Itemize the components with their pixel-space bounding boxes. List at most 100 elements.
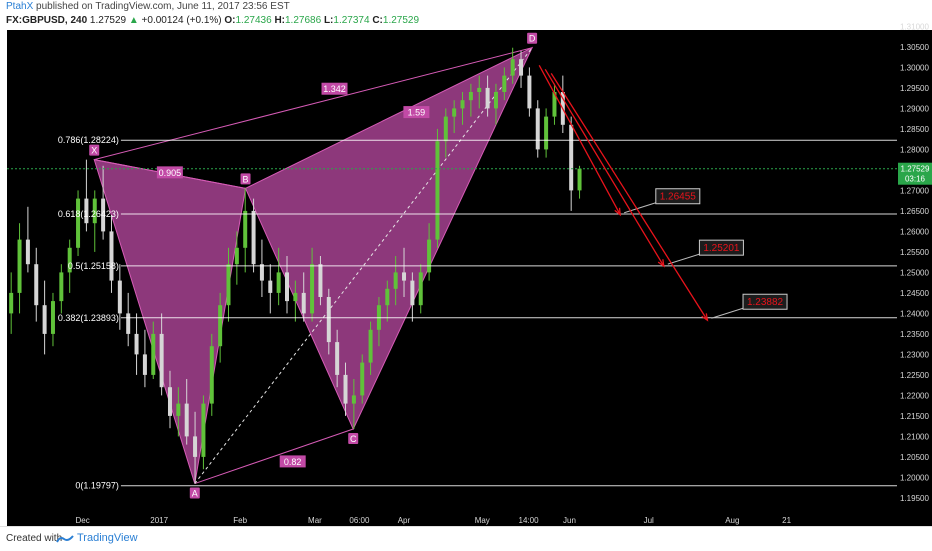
target-arrow-2	[550, 73, 708, 321]
point-label-D: D	[529, 34, 536, 44]
price-tick-label: 1.23000	[900, 350, 929, 359]
point-badge-B	[240, 173, 251, 185]
ratio-badge-3	[279, 455, 306, 468]
candle-body	[126, 313, 131, 334]
price-tick-label: 1.20500	[900, 453, 929, 462]
candle-body	[234, 247, 239, 265]
target-arrowhead-2	[701, 313, 709, 322]
target-callout-line-1	[667, 253, 700, 265]
candle-body	[552, 92, 557, 117]
high-label: H:	[274, 15, 285, 26]
price-tick-label: 1.21000	[900, 432, 929, 441]
bcd-triangle	[244, 46, 534, 431]
price-tick-label: 1.29000	[900, 104, 929, 113]
time-tick-label: May	[475, 516, 490, 525]
low-label: L:	[323, 15, 334, 26]
candle-body	[385, 288, 390, 306]
target-label-1: 1.25201	[703, 243, 740, 254]
candle-body	[452, 108, 457, 117]
target-arrow-0	[538, 65, 621, 216]
price-axis[interactable]	[897, 30, 932, 526]
candle-body	[226, 264, 231, 306]
candle-body	[151, 333, 156, 375]
tradingview-link[interactable]: TradingView	[77, 532, 138, 544]
price-tick-label: 1.31000	[900, 22, 929, 31]
candle-body	[460, 100, 465, 109]
candle-body	[218, 305, 223, 347]
fib-label-1: 0.618(1.26423)	[58, 209, 119, 219]
price-tick-label: 1.22500	[900, 371, 929, 380]
candle-body	[435, 141, 440, 240]
candle-body	[17, 239, 22, 293]
current-price-tag	[898, 162, 932, 185]
candle-body	[251, 210, 256, 265]
target-label-0: 1.26455	[660, 192, 697, 203]
ratio-label-2: 1.59	[408, 108, 426, 118]
candle-body	[117, 280, 122, 314]
point-badge-A	[189, 487, 200, 499]
symbol-label[interactable]: FX:GBPUSD, 240	[6, 15, 88, 26]
candle-body	[368, 329, 373, 363]
price-tick-label: 1.22000	[900, 391, 929, 400]
price-tick-label: 1.29500	[900, 84, 929, 93]
ratio-label-0: 0.905	[159, 168, 182, 178]
target-arrow-1	[544, 69, 665, 267]
price-tick-label: 1.28500	[900, 125, 929, 134]
ad-dashed-line	[194, 47, 533, 484]
price-tick-label: 1.24000	[900, 309, 929, 318]
candle-body	[268, 280, 273, 293]
candle-body	[410, 280, 415, 306]
target-label-2: 1.23882	[747, 297, 784, 308]
candle-body	[502, 75, 507, 92]
price-tick-label: 1.26500	[900, 207, 929, 216]
time-tick-label: Feb	[233, 516, 247, 525]
candle-body	[176, 403, 181, 416]
point-label-B: B	[243, 174, 249, 184]
candle-body	[360, 362, 365, 396]
candle-body	[193, 436, 198, 457]
candle-body	[25, 239, 30, 265]
footer: Created with TradingView	[0, 526, 932, 551]
price-tick-label: 1.30000	[900, 63, 929, 72]
target-callout-box-2	[742, 293, 788, 310]
time-tick-label: 21	[782, 516, 791, 525]
price-tick-label: 1.19500	[900, 494, 929, 503]
candle-body	[393, 272, 398, 289]
candle-body	[427, 239, 432, 273]
ratio-label-1: 1.342	[323, 84, 346, 94]
price-tick-label: 1.30500	[900, 43, 929, 52]
price-tick-label: 1.21500	[900, 412, 929, 421]
pattern-layer	[93, 46, 534, 485]
fib-label-3: 0.382(1.23893)	[58, 313, 119, 323]
candle-body	[544, 116, 549, 150]
close-value: 1.27529	[382, 15, 420, 26]
candle-body	[134, 333, 139, 355]
candle-body	[493, 92, 498, 109]
close-label: C:	[372, 15, 383, 26]
high-value: 1.27686	[285, 15, 322, 26]
target-callout-box-0	[655, 188, 701, 205]
candle-body	[285, 272, 290, 302]
price-tick-label: 1.27000	[900, 186, 929, 195]
chart-header: PtahX published on TradingView.com, June…	[0, 0, 932, 30]
candle-body	[184, 403, 189, 437]
candle-body	[418, 272, 423, 306]
ac-line	[194, 428, 354, 485]
ratio-label-3: 0.82	[284, 457, 302, 467]
target-callout-line-2	[711, 307, 744, 319]
time-tick-label: Apr	[398, 516, 411, 525]
candle-body	[485, 87, 490, 109]
created-with-text: Created with	[6, 533, 63, 544]
price-tick-label: 1.25000	[900, 268, 929, 277]
candle-body	[42, 305, 47, 334]
author-link[interactable]: PtahX	[6, 1, 34, 12]
point-label-A: A	[192, 489, 198, 499]
point-badge-X	[89, 144, 100, 156]
ratio-badge-2	[403, 106, 430, 119]
price-tick-label: 1.23500	[900, 330, 929, 339]
candle-body	[209, 346, 214, 404]
price-tick-label: 1.24500	[900, 289, 929, 298]
last-price: 1.27529	[89, 15, 127, 26]
current-price-tag-label: 1.27529	[901, 165, 930, 174]
